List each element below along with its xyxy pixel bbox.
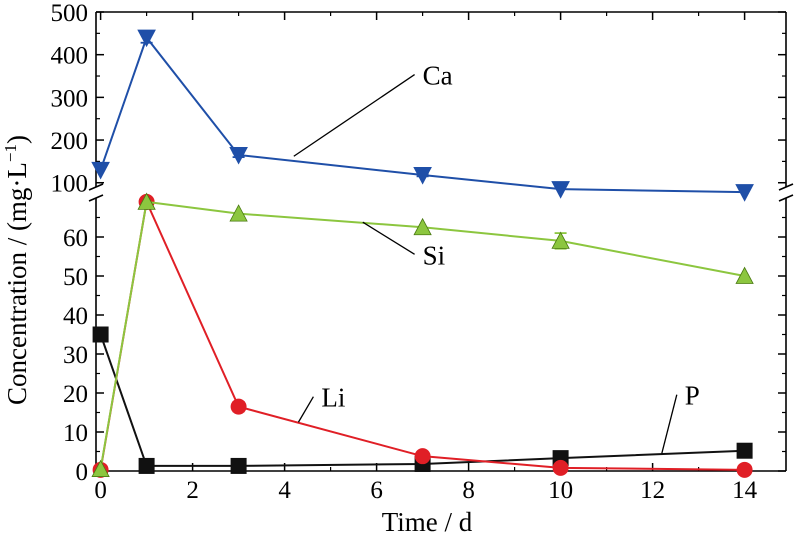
- point-ca: [735, 184, 754, 202]
- y-tick-label-lower: 0: [76, 459, 89, 486]
- series-li: [92, 193, 753, 478]
- series-labels: P Li Si Ca: [293, 61, 700, 454]
- point-p: [138, 457, 155, 474]
- y-axis-title: Concentration / (mg·L−1): [1, 135, 32, 405]
- x-tick-label: 14: [732, 477, 758, 504]
- series-si: [91, 192, 754, 477]
- y-tick-label-lower: 50: [63, 264, 88, 291]
- point-li: [736, 461, 753, 478]
- y-tick-label-upper: 400: [51, 43, 89, 70]
- x-tick-label: 6: [370, 477, 383, 504]
- x-axis-title: Time / d: [382, 507, 473, 537]
- y-tick-label-lower: 20: [63, 381, 88, 408]
- y-axis-break: [88, 183, 794, 202]
- x-tick-label: 12: [640, 477, 665, 504]
- point-si: [229, 204, 248, 222]
- y-tick-label-lower: 60: [63, 225, 88, 252]
- series-layer: [91, 29, 754, 478]
- y-tick-label-lower: 30: [63, 342, 88, 369]
- x-tick-label: 2: [186, 477, 199, 504]
- point-li: [552, 459, 569, 476]
- leader-line-si: [362, 221, 415, 255]
- point-p: [230, 457, 247, 474]
- leader-line-li: [297, 396, 314, 423]
- y-tick-label-upper: 300: [51, 85, 89, 112]
- x-tick-label: 10: [548, 477, 573, 504]
- series-label-li: Li: [321, 383, 345, 413]
- point-si: [551, 231, 570, 249]
- y-axis-title-superscript: −1: [1, 144, 20, 162]
- series-label-p: P: [685, 381, 700, 411]
- y-axis-title-main: Concentration / (mg·L: [2, 162, 32, 405]
- point-ca: [137, 29, 156, 48]
- point-si: [91, 459, 110, 477]
- point-p: [736, 442, 753, 459]
- axis-break-mark: [88, 194, 104, 202]
- point-si: [735, 266, 754, 284]
- axis-break-mark: [778, 194, 794, 202]
- series-ca: [91, 29, 754, 202]
- series-label-si: Si: [423, 240, 446, 270]
- point-ca: [413, 167, 432, 185]
- y-axis-ticks: 100 200 300 400 500 0 10 20 30 40 50 60: [51, 0, 786, 486]
- leader-line-ca: [293, 74, 415, 157]
- series-line-si: [99, 200, 745, 470]
- y-axis-title-close: ): [2, 135, 32, 144]
- y-tick-label-lower: 10: [63, 420, 88, 447]
- point-ca: [91, 161, 110, 180]
- series-line-p: [99, 334, 745, 467]
- point-ca: [551, 181, 570, 199]
- y-tick-label-lower: 40: [63, 303, 88, 330]
- x-tick-label: 0: [94, 477, 107, 504]
- point-ca: [229, 146, 248, 165]
- y-tick-label-upper: 500: [51, 0, 89, 27]
- series-label-ca: Ca: [423, 61, 453, 91]
- x-tick-label: 4: [278, 477, 291, 504]
- x-tick-label: 8: [462, 477, 475, 504]
- point-p: [92, 326, 109, 343]
- point-li: [230, 398, 247, 415]
- point-si: [137, 192, 156, 210]
- leader-line-p: [661, 394, 678, 454]
- y-tick-label-upper: 200: [51, 128, 89, 155]
- axis-break-mark: [88, 183, 104, 191]
- y-tick-label-upper: 100: [51, 171, 89, 198]
- point-si: [413, 217, 432, 236]
- series-line-ca: [99, 35, 745, 194]
- point-li: [414, 448, 431, 465]
- axis-break-mark: [778, 183, 794, 191]
